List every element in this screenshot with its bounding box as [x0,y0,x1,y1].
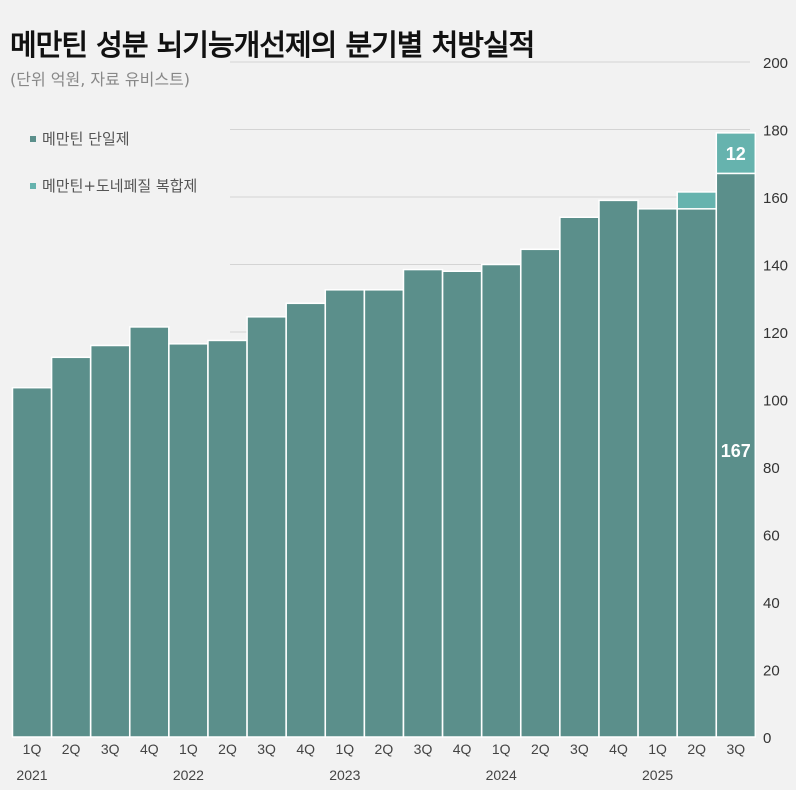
bar-single [559,216,600,738]
x-tick-label: 4Q [609,741,628,757]
y-tick-label: 80 [763,460,780,477]
bar-single [637,208,678,738]
x-tick-label: 3Q [726,741,745,757]
data-label: 12 [726,144,746,164]
x-tick-label: 4Q [140,741,159,757]
y-tick-label: 160 [763,190,788,207]
x-tick-label: 2Q [62,741,81,757]
bar-single [207,339,248,738]
y-tick-label: 140 [763,258,788,275]
y-tick-label: 120 [763,325,788,342]
bar-single [520,248,561,738]
year-label: 2023 [329,767,360,783]
chart-subtitle: (단위 억원, 자료 유비스트) [10,70,191,89]
y-tick-label: 40 [763,595,780,612]
x-tick-label: 3Q [257,741,276,757]
bar-single [50,356,92,738]
legend-item-combo: 메만틴+도네페질 복합제 [30,175,197,196]
bar-single [324,289,366,738]
bar-combo [676,191,717,210]
bar-single [168,343,209,738]
x-tick-label: 1Q [648,741,667,757]
year-label: 2022 [173,767,204,783]
bar-single [480,263,522,738]
y-tick-label: 60 [763,528,780,545]
x-tick-label: 2Q [218,741,237,757]
y-tick-label: 0 [763,730,771,747]
bar-combo [715,132,757,175]
x-tick-label: 2Q [687,741,706,757]
bar-single [676,208,717,738]
x-tick-label: 2Q [531,741,550,757]
x-tick-label: 1Q [335,741,354,757]
x-tick-label: 1Q [492,741,511,757]
x-tick-label: 4Q [453,741,472,757]
legend-label: 메만틴 단일제 [42,130,130,148]
x-tick-label: 4Q [296,741,315,757]
year-label: 2021 [16,767,47,783]
y-tick-label: 180 [763,123,788,140]
legend-item-single: 메만틴 단일제 [30,128,130,149]
legend-swatch [30,182,36,189]
x-tick-label: 3Q [570,741,589,757]
bar-single [246,316,287,738]
x-tick-label: 3Q [101,741,120,757]
year-label: 2024 [486,767,517,783]
data-label: 167 [721,441,751,461]
bar-single [89,344,131,738]
chart-title: 메만틴 성분 뇌기능개선제의 분기별 처방실적 [10,28,535,62]
bar-single [363,289,405,738]
legend-swatch [30,135,36,142]
bar-single [598,199,639,738]
y-tick-label: 20 [763,663,780,680]
year-label: 2025 [642,767,673,783]
y-tick-label: 100 [763,393,788,410]
bar-single [715,172,757,738]
bar-single [129,326,170,738]
bar-single [11,386,53,738]
legend-label: 메만틴+도네페질 복합제 [42,177,198,195]
bar-single [402,268,444,738]
y-tick-label: 200 [763,55,788,72]
x-tick-label: 1Q [179,741,198,757]
bar-single [285,302,326,738]
x-tick-label: 3Q [414,741,433,757]
x-tick-label: 2Q [375,741,394,757]
x-tick-label: 1Q [23,741,42,757]
bar-single [441,270,483,738]
